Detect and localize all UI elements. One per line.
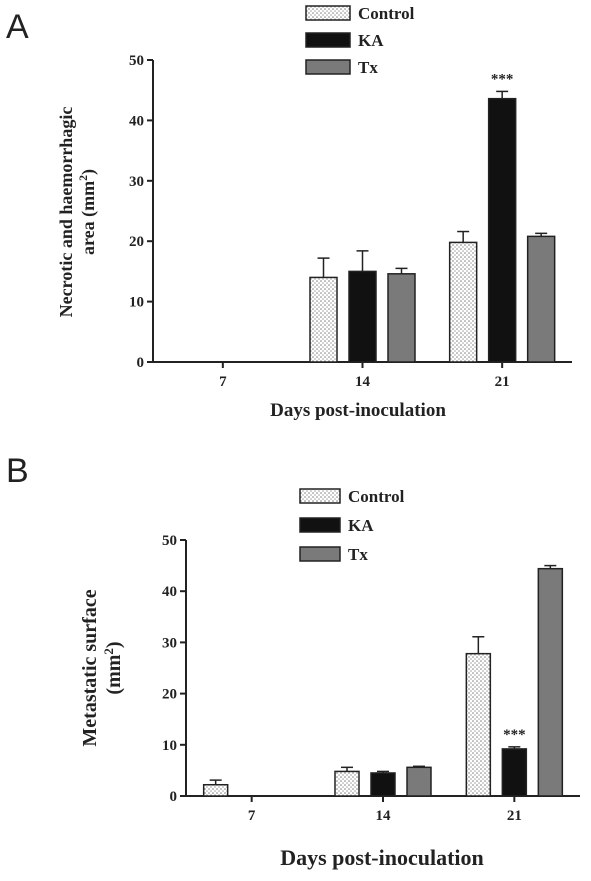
bar-ka-day-14 bbox=[348, 270, 377, 363]
panel-b-label: B bbox=[6, 452, 29, 490]
y-axis-title-unit: (mm bbox=[103, 654, 125, 694]
y-axis-title-close: ) bbox=[103, 641, 125, 648]
legend-swatch-tx bbox=[305, 59, 351, 75]
y-axis-title-line2: area (mm2) bbox=[77, 169, 99, 255]
panel-a-label: A bbox=[6, 8, 29, 46]
y-tick-label: 10 bbox=[162, 738, 177, 754]
legend-swatch-tx bbox=[299, 546, 341, 562]
x-tick-label: 14 bbox=[376, 808, 392, 824]
chart-a: 0 10 20 30 40 50 7 14 21 *** Days post-inoculation… bbox=[56, 4, 572, 421]
legend-label-control: Control bbox=[348, 487, 405, 506]
legend-label-ka: KA bbox=[348, 516, 374, 535]
x-tick-label: 21 bbox=[495, 374, 510, 390]
x-axis-title: Days post-inoculation bbox=[270, 400, 446, 421]
x-tick-label: 21 bbox=[507, 808, 522, 824]
x-tick-label: 14 bbox=[355, 374, 371, 390]
bar-ka-day-21 bbox=[487, 97, 517, 363]
y-axis-title-line1: Necrotic and haemorrhagic bbox=[56, 107, 76, 318]
y-tick-label: 40 bbox=[162, 584, 177, 600]
legend-swatch-ka bbox=[305, 32, 351, 48]
significance-annotation: *** bbox=[491, 71, 514, 87]
bar-control-day-7 bbox=[202, 783, 229, 797]
y-axis-title: Necrotic and haemorrhagic area (mm2) bbox=[56, 107, 99, 318]
legend-label-tx: Tx bbox=[348, 545, 368, 564]
y-tick-label: 50 bbox=[129, 53, 144, 69]
bar-control-day-21 bbox=[448, 241, 478, 363]
y-tick-label: 0 bbox=[137, 355, 145, 371]
x-axis-title: Days post-inoculation bbox=[280, 845, 484, 870]
y-tick-label: 20 bbox=[162, 687, 177, 703]
bar-tx-day-21 bbox=[537, 567, 564, 797]
y-tick-label: 30 bbox=[129, 174, 144, 190]
y-axis-title-close: ) bbox=[78, 169, 99, 175]
bar-tx-day-21 bbox=[526, 235, 556, 363]
x-tick-label: 7 bbox=[248, 808, 256, 824]
y-axis-title-superscript: 2 bbox=[101, 648, 116, 655]
y-tick-label: 40 bbox=[129, 113, 144, 129]
y-tick-label: 10 bbox=[129, 295, 144, 311]
y-axis-title-line2: (mm2) bbox=[101, 641, 125, 694]
legend-swatch-control bbox=[305, 5, 351, 21]
legend-label-tx: Tx bbox=[358, 58, 378, 77]
legend-swatch-control bbox=[299, 488, 341, 504]
bar-ka-day-14 bbox=[370, 772, 396, 797]
y-axis-title-line1: Metastatic surface bbox=[79, 589, 101, 746]
y-axis-title-superscript: 2 bbox=[77, 175, 90, 181]
legend-label-ka: KA bbox=[358, 31, 384, 50]
bar-control-day-14 bbox=[309, 276, 338, 363]
bar-tx-day-14 bbox=[406, 766, 432, 797]
y-tick-label: 0 bbox=[170, 789, 178, 805]
y-tick-label: 30 bbox=[162, 635, 177, 651]
y-axis-title-unit: area (mm bbox=[78, 181, 99, 255]
bar-tx-day-14 bbox=[387, 273, 416, 363]
legend-swatch-ka bbox=[299, 517, 341, 533]
y-tick-label: 20 bbox=[129, 234, 144, 250]
y-tick-label: 50 bbox=[162, 533, 177, 549]
chart-b: 0 10 20 30 40 50 7 14 21 *** Days post-inoculation… bbox=[79, 487, 580, 870]
x-tick-label: 7 bbox=[219, 374, 227, 390]
legend-label-control: Control bbox=[358, 4, 415, 23]
y-axis-title: Metastatic surface (mm2) bbox=[79, 589, 125, 746]
bar-control-day-21 bbox=[465, 652, 492, 797]
bar-control-day-14 bbox=[334, 770, 360, 797]
significance-annotation: *** bbox=[503, 727, 526, 743]
bar-ka-day-21 bbox=[501, 748, 528, 797]
